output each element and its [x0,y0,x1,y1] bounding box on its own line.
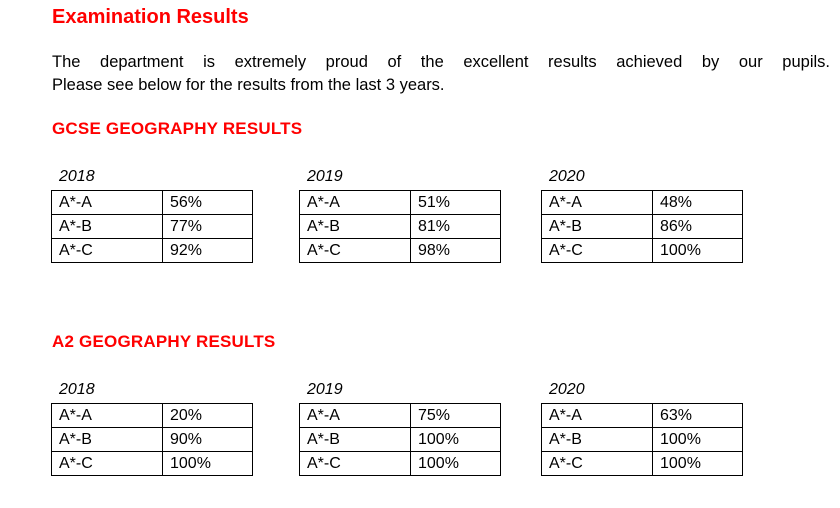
gcse-2019-group: 2019 A*-A 51% A*-B 81% A*-C 98% [299,166,501,263]
year-label: 2018 [59,168,95,185]
a2-tables-row: 2018 A*-A 20% A*-B 90% A*-C 100% 2019 [51,379,791,489]
table-row: A*-A 48% [541,190,743,215]
percentage-cell: 20% [162,403,253,428]
percentage-cell: 100% [162,451,253,476]
year-label: 2020 [549,168,585,185]
table-row: A*-A 75% [299,403,501,428]
grade-band-cell: A*-B [541,214,653,239]
table-row: A*-B 81% [299,214,501,239]
table-row: A*-B 100% [541,427,743,452]
results-table-a2-2019: A*-A 75% A*-B 100% A*-C 100% [299,403,501,476]
results-table-gcse-2019: A*-A 51% A*-B 81% A*-C 98% [299,190,501,263]
results-table-gcse-2018: A*-A 56% A*-B 77% A*-C 92% [51,190,253,263]
percentage-cell: 92% [162,238,253,263]
results-table-gcse-2020: A*-A 48% A*-B 86% A*-C 100% [541,190,743,263]
grade-band-cell: A*-A [541,403,653,428]
percentage-cell: 77% [162,214,253,239]
a2-2019-group: 2019 A*-A 75% A*-B 100% A*-C 100% [299,379,501,476]
grade-band-cell: A*-B [299,214,411,239]
table-row: A*-C 100% [51,451,253,476]
grade-band-cell: A*-B [51,214,163,239]
grade-band-cell: A*-A [51,403,163,428]
table-row: A*-C 98% [299,238,501,263]
grade-band-cell: A*-A [299,403,411,428]
percentage-cell: 86% [652,214,743,239]
percentage-cell: 63% [652,403,743,428]
grade-band-cell: A*-C [51,238,163,263]
intro-line-1: The department is extremely proud of the… [52,53,830,71]
percentage-cell: 98% [410,238,501,263]
results-table-a2-2018: A*-A 20% A*-B 90% A*-C 100% [51,403,253,476]
percentage-cell: 100% [410,427,501,452]
grade-band-cell: A*-C [541,451,653,476]
table-row: A*-B 90% [51,427,253,452]
grade-band-cell: A*-C [299,238,411,263]
grade-band-cell: A*-B [541,427,653,452]
gcse-2020-group: 2020 A*-A 48% A*-B 86% A*-C 100% [541,166,743,263]
year-label: 2019 [307,381,343,398]
table-row: A*-B 100% [299,427,501,452]
table-row: A*-A 51% [299,190,501,215]
table-row: A*-C 100% [299,451,501,476]
table-row: A*-C 92% [51,238,253,263]
year-label: 2020 [549,381,585,398]
table-row: A*-B 77% [51,214,253,239]
percentage-cell: 90% [162,427,253,452]
percentage-cell: 56% [162,190,253,215]
section-heading-a2: A2 GEOGRAPHY RESULTS [52,332,276,351]
year-label: 2019 [307,168,343,185]
grade-band-cell: A*-C [299,451,411,476]
grade-band-cell: A*-A [51,190,163,215]
results-table-a2-2020: A*-A 63% A*-B 100% A*-C 100% [541,403,743,476]
intro-paragraph: The department is extremely proud of the… [52,51,830,97]
percentage-cell: 81% [410,214,501,239]
table-row: A*-A 20% [51,403,253,428]
grade-band-cell: A*-B [51,427,163,452]
table-row: A*-B 86% [541,214,743,239]
grade-band-cell: A*-C [51,451,163,476]
table-row: A*-C 100% [541,238,743,263]
percentage-cell: 100% [410,451,501,476]
section-heading-gcse: GCSE GEOGRAPHY RESULTS [52,119,303,138]
table-row: A*-C 100% [541,451,743,476]
percentage-cell: 75% [410,403,501,428]
percentage-cell: 100% [652,451,743,476]
percentage-cell: 48% [652,190,743,215]
grade-band-cell: A*-B [299,427,411,452]
grade-band-cell: A*-A [541,190,653,215]
intro-line-2: Please see below for the results from th… [52,76,445,94]
page-title: Examination Results [52,6,249,28]
a2-2020-group: 2020 A*-A 63% A*-B 100% A*-C 100% [541,379,743,476]
grade-band-cell: A*-C [541,238,653,263]
percentage-cell: 100% [652,238,743,263]
percentage-cell: 51% [410,190,501,215]
a2-2018-group: 2018 A*-A 20% A*-B 90% A*-C 100% [51,379,253,476]
table-row: A*-A 56% [51,190,253,215]
gcse-2018-group: 2018 A*-A 56% A*-B 77% A*-C 92% [51,166,253,263]
gcse-tables-row: 2018 A*-A 56% A*-B 77% A*-C 92% 2019 [51,166,791,276]
grade-band-cell: A*-A [299,190,411,215]
table-row: A*-A 63% [541,403,743,428]
year-label: 2018 [59,381,95,398]
percentage-cell: 100% [652,427,743,452]
